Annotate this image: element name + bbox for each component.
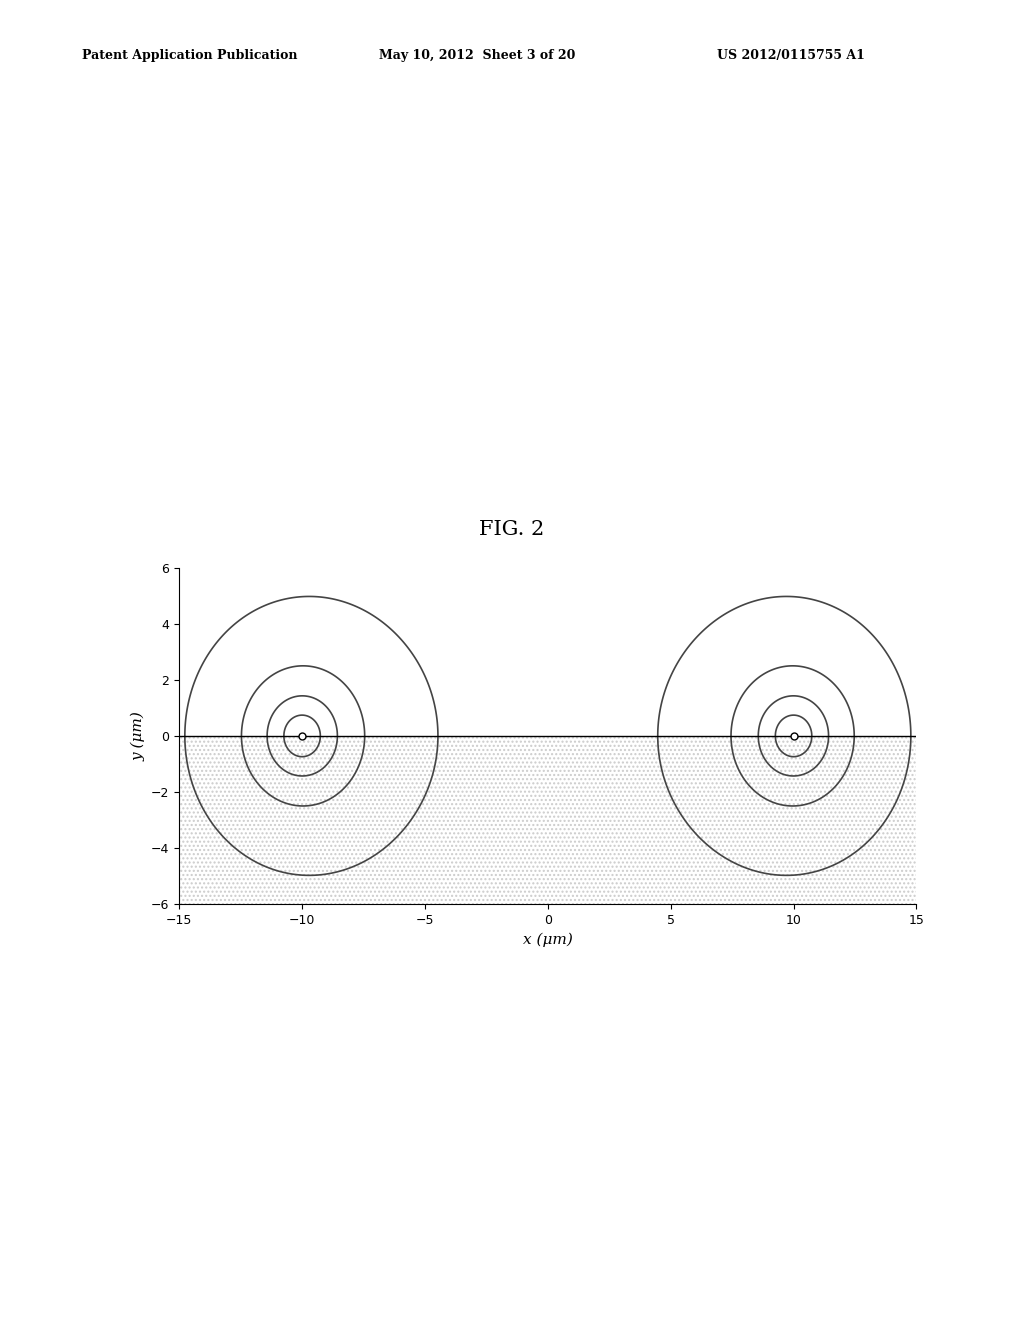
Y-axis label: y (μm): y (μm) [131,711,145,760]
Text: US 2012/0115755 A1: US 2012/0115755 A1 [717,49,864,62]
Bar [179,737,916,904]
Text: FIG. 2: FIG. 2 [479,520,545,539]
Text: Patent Application Publication: Patent Application Publication [82,49,297,62]
X-axis label: x (μm): x (μm) [523,932,572,946]
Text: May 10, 2012  Sheet 3 of 20: May 10, 2012 Sheet 3 of 20 [379,49,575,62]
